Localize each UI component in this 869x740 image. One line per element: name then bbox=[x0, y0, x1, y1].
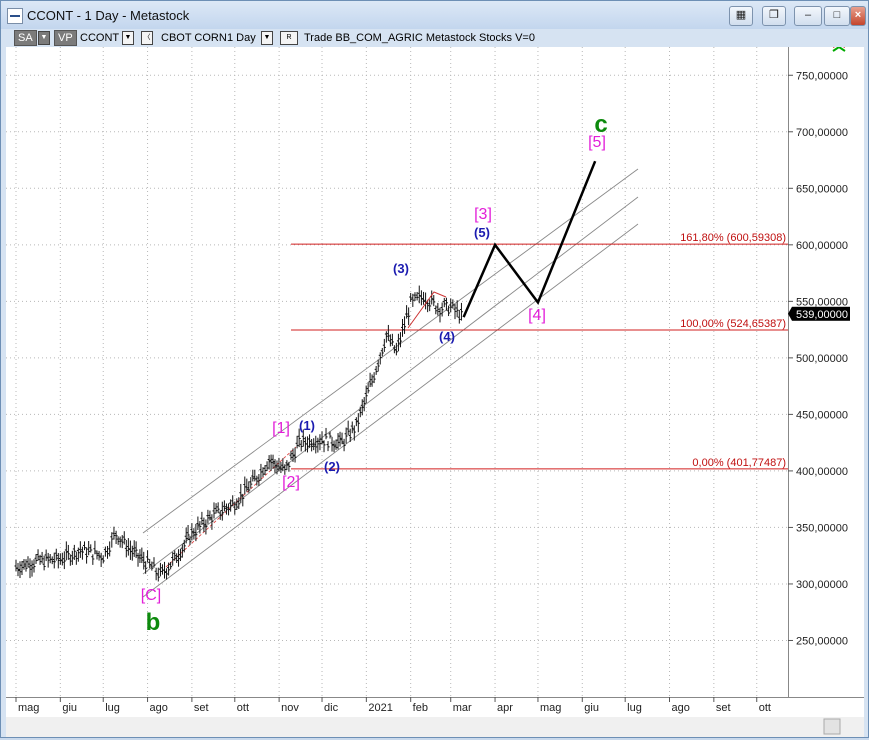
wave-label: (5) bbox=[474, 225, 490, 240]
triangle-pattern bbox=[407, 291, 447, 329]
x-tick-label: apr bbox=[497, 702, 513, 714]
x-tick-label: ott bbox=[237, 702, 249, 714]
sa-button[interactable]: SA bbox=[14, 30, 37, 46]
restore-window-icon[interactable]: ❐ bbox=[762, 6, 786, 26]
y-tick-label: 400,00000 bbox=[796, 466, 848, 478]
r-button[interactable]: R bbox=[280, 31, 298, 45]
r-label: R bbox=[286, 34, 292, 41]
security-name: CBOT CORN bbox=[161, 32, 227, 44]
chart-window-icon[interactable] bbox=[7, 8, 23, 24]
properties-icon[interactable]: ▦ bbox=[729, 6, 753, 26]
y-tick-label: 700,00000 bbox=[796, 127, 848, 139]
x-tick-label: dic bbox=[324, 702, 339, 714]
wave-label: (3) bbox=[393, 261, 409, 276]
y-tick-label: 450,00000 bbox=[796, 409, 848, 421]
price-tag-label: 539,00000 bbox=[796, 309, 848, 321]
horizontal-scrollbar[interactable] bbox=[6, 717, 864, 737]
x-tick-label: lug bbox=[627, 702, 642, 714]
x-tick-label: set bbox=[716, 702, 731, 714]
projection-line bbox=[462, 160, 597, 318]
x-tick-label: lug bbox=[105, 702, 120, 714]
y-axis-panel bbox=[788, 47, 864, 697]
x-tick-label: mag bbox=[18, 702, 39, 714]
wave-label: [4] bbox=[528, 307, 546, 324]
grid-lines bbox=[6, 47, 788, 697]
wave-label: [C] bbox=[141, 587, 161, 604]
wave-label: c bbox=[594, 111, 607, 138]
y-axis-ticks: 250,00000 300,00000 350,00000 400,00000 450,… bbox=[788, 70, 848, 647]
current-price-tag: 539,00000 bbox=[788, 306, 850, 321]
chart-area[interactable]: 250,00000 300,00000 350,00000 400,00000 450,… bbox=[6, 41, 868, 737]
x-tick-label: ott bbox=[759, 702, 771, 714]
price-tag-arrow bbox=[788, 306, 792, 321]
period-dropdown-icon[interactable]: ▼ bbox=[261, 31, 273, 45]
price-chart[interactable]: 250,00000 300,00000 350,00000 400,00000 450,… bbox=[6, 41, 864, 737]
wave-label: [2] bbox=[282, 474, 300, 491]
x-tick-label: nov bbox=[281, 702, 299, 714]
chart-toolbar: SA ▼ VP CCONT ▼ 〈 CBOT CORN 1 Day ▼ R Tr… bbox=[5, 29, 791, 47]
x-axis-ticks: mag giu lug ago set ott nov dic 2021 feb mar apr mag… bbox=[15, 697, 771, 714]
x-tick-label: 2021 bbox=[368, 702, 392, 714]
wave-label: [3] bbox=[474, 206, 492, 223]
wave-labels: [C] b [1] [2] (1) (2) (3) (4) (5) [3] [4] [5]c bbox=[141, 111, 608, 636]
price-bars bbox=[14, 285, 463, 582]
y-tick-label: 300,00000 bbox=[796, 579, 848, 591]
x-axis-panel bbox=[6, 697, 864, 717]
x-tick-label: giu bbox=[584, 702, 599, 714]
fib-label: 100,00% (524,65387) bbox=[680, 318, 786, 330]
y-tick-label: 250,00000 bbox=[796, 635, 848, 647]
sa-dropdown-icon[interactable]: ▼ bbox=[38, 31, 50, 45]
y-tick-label: 750,00000 bbox=[796, 70, 848, 82]
wave-label: b bbox=[146, 609, 161, 636]
y-tick-label: 650,00000 bbox=[796, 183, 848, 195]
x-tick-label: feb bbox=[413, 702, 428, 714]
minimize-button[interactable]: – bbox=[794, 6, 822, 26]
window-title: CCONT - 1 Day - Metastock bbox=[27, 8, 190, 23]
wave-label: [1] bbox=[272, 420, 290, 437]
x-tick-label: ago bbox=[150, 702, 168, 714]
y-tick-label: 500,00000 bbox=[796, 353, 848, 365]
fib-label: 0,00% (401,77487) bbox=[692, 457, 786, 469]
price-tag-box bbox=[792, 306, 850, 321]
security-list-icon[interactable]: 〈 bbox=[141, 31, 153, 45]
vp-button[interactable]: VP bbox=[54, 30, 77, 46]
wave-projection bbox=[462, 160, 597, 318]
maximize-button[interactable]: □ bbox=[824, 6, 850, 26]
y-tick-label: 550,00000 bbox=[796, 296, 848, 308]
wave-label: (1) bbox=[299, 418, 315, 433]
wave-label: (4) bbox=[439, 329, 455, 344]
y-tick-label: 600,00000 bbox=[796, 240, 848, 252]
scrollbar-thumb[interactable] bbox=[823, 718, 841, 735]
symbol-dropdown-icon[interactable]: ▼ bbox=[122, 31, 134, 45]
plot-background bbox=[6, 47, 788, 697]
x-tick-label: giu bbox=[62, 702, 77, 714]
title-bar[interactable]: CCONT - 1 Day - Metastock ▦ ❐ – □ × bbox=[1, 1, 868, 29]
wave-label: [5] bbox=[588, 134, 606, 151]
channel-line bbox=[142, 223, 639, 598]
fibonacci-levels: 161,80% (600,59308) 100,00% (524,65387) 0,… bbox=[291, 232, 788, 470]
fib-label: 161,80% (600,59308) bbox=[680, 232, 786, 244]
y-tick-label: 350,00000 bbox=[796, 522, 848, 534]
dashed-trendline bbox=[165, 446, 297, 568]
symbol-label: CCONT bbox=[80, 32, 120, 44]
period-label: 1 Day bbox=[227, 32, 256, 44]
close-button[interactable]: × bbox=[850, 6, 866, 26]
x-tick-label: mag bbox=[540, 702, 561, 714]
x-tick-label: set bbox=[194, 702, 209, 714]
toolbar-info: Trade BB_COM_AGRIC Metastock Stocks V=0 bbox=[304, 32, 535, 44]
x-tick-label: ago bbox=[672, 702, 690, 714]
x-tick-label: mar bbox=[453, 702, 472, 714]
wave-label: (2) bbox=[324, 459, 340, 474]
channel-line bbox=[142, 168, 639, 534]
